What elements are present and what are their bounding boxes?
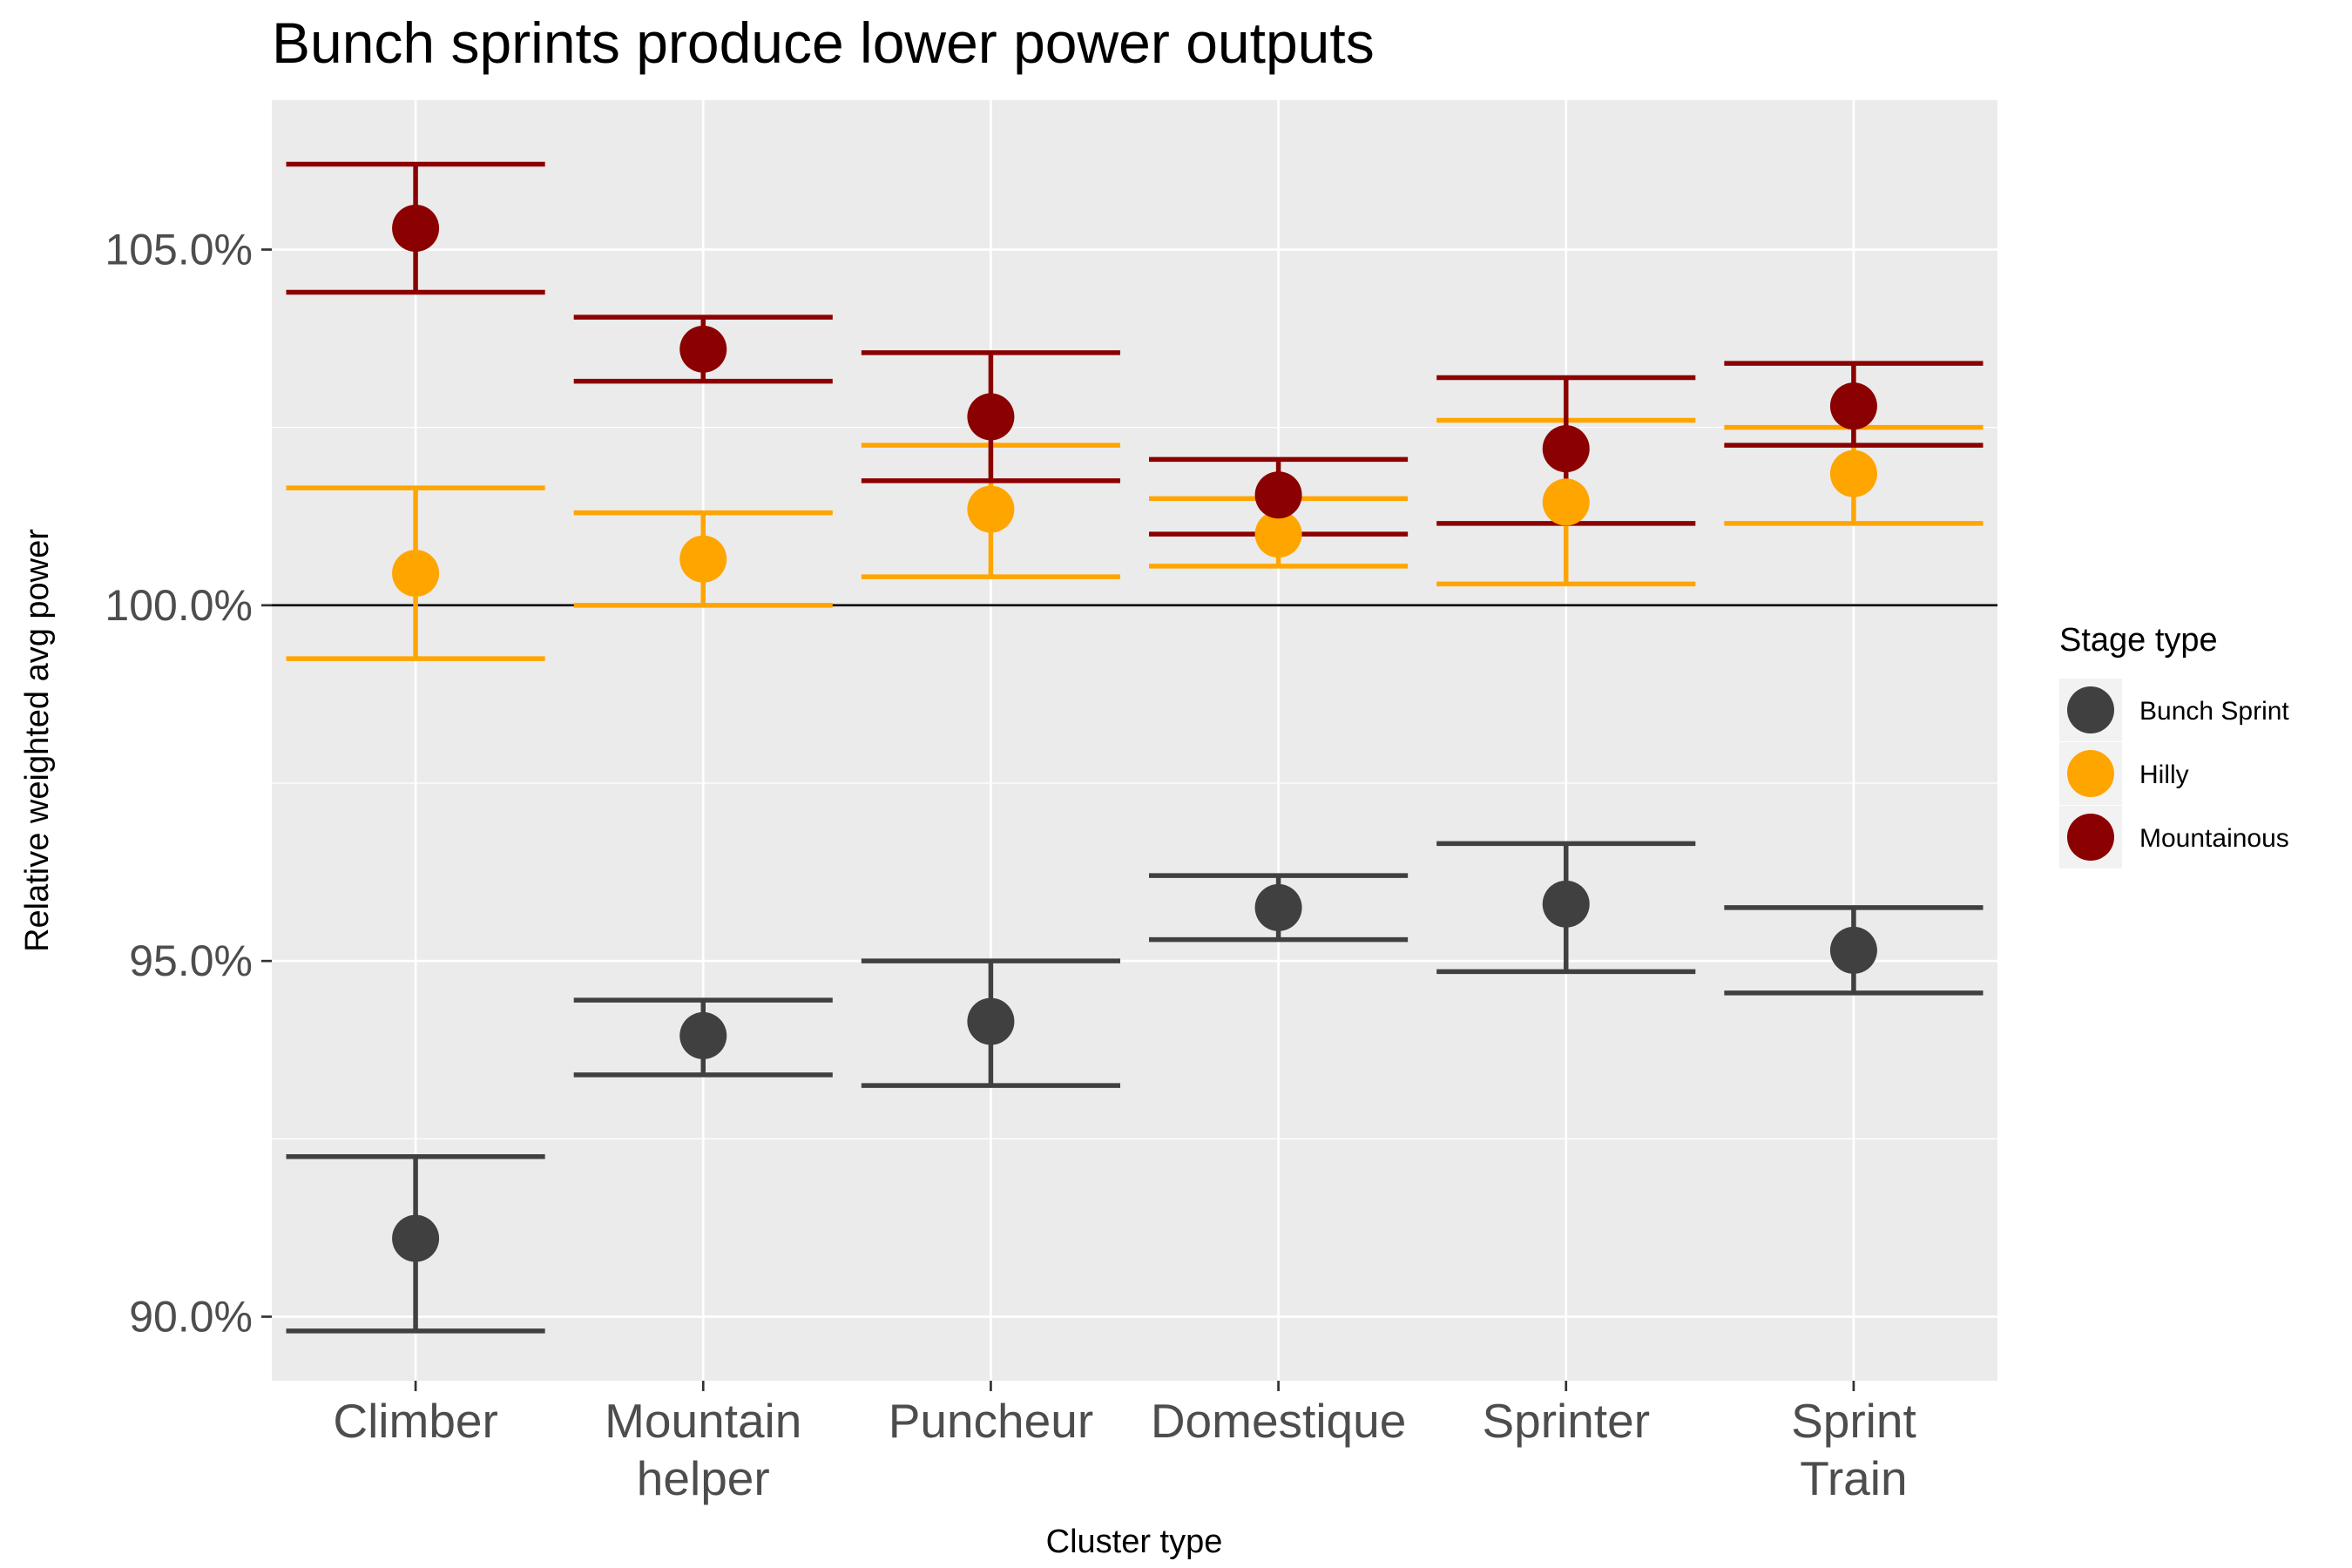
point-mountainous (1254, 471, 1302, 519)
point-hilly (679, 535, 727, 583)
legend-label-hilly: Hilly (2139, 760, 2189, 789)
point-hilly (1542, 478, 1590, 526)
x-tick-label-line: Climber (333, 1394, 497, 1448)
point-bunch-sprint (1542, 880, 1590, 928)
plot-panel (272, 100, 1997, 1381)
x-axis-ticks: Climber Mountain helper Puncheur Domestique S… (333, 1381, 1916, 1505)
point-hilly (392, 550, 440, 598)
y-tick-label: 105.0% (105, 226, 253, 274)
x-tick-label: Sprint Train (1791, 1394, 1916, 1505)
x-tick-label-line: Domestique (1151, 1394, 1406, 1448)
point-bunch-sprint (1829, 926, 1877, 974)
y-tick-label: 100.0% (105, 581, 253, 630)
x-tick-label-line: Train (1800, 1451, 1907, 1505)
grid-minor (272, 427, 1997, 1139)
y-tick-label: 90.0% (129, 1293, 253, 1342)
point-hilly (1254, 510, 1302, 558)
x-tick-label: Domestique (1151, 1394, 1406, 1448)
legend-label-bunch-sprint: Bunch Sprint (2139, 697, 2289, 726)
point-bunch-sprint (1254, 883, 1302, 931)
x-tick-label: Puncheur (889, 1394, 1093, 1448)
legend-key-hilly (2067, 750, 2114, 797)
point-bunch-sprint (392, 1214, 440, 1262)
point-mountainous (679, 325, 727, 373)
x-tick-label-line: Puncheur (889, 1394, 1093, 1448)
data-marks (286, 161, 1984, 1334)
point-hilly (1829, 449, 1877, 497)
x-tick-label-line: helper (637, 1451, 770, 1505)
x-tick-label-line: Sprinter (1482, 1394, 1650, 1448)
legend: Stage type Bunch Sprint Hilly Mountainous (2059, 622, 2289, 868)
x-axis-title: Cluster type (1046, 1524, 1223, 1560)
point-bunch-sprint (679, 1011, 727, 1059)
x-tick-label-line: Mountain (605, 1394, 801, 1448)
point-mountainous (967, 393, 1015, 441)
point-hilly (967, 485, 1015, 533)
point-bunch-sprint (967, 997, 1015, 1045)
y-axis-ticks: 90.0% 95.0% 100.0% 105.0% (105, 226, 272, 1342)
point-mountainous (1542, 425, 1590, 473)
legend-label-mountainous: Mountainous (2139, 824, 2289, 853)
legend-title: Stage type (2059, 622, 2218, 659)
chart-title: Bunch sprints produce lower power output… (272, 10, 1375, 75)
y-axis-title: Relative weighted avg power (19, 529, 56, 952)
y-tick-label: 95.0% (129, 936, 253, 985)
point-mountainous (392, 205, 440, 252)
x-tick-label: Mountain helper (605, 1394, 801, 1505)
x-tick-label: Sprinter (1482, 1394, 1650, 1448)
x-tick-label: Climber (333, 1394, 497, 1448)
legend-key-mountainous (2067, 814, 2114, 861)
point-mountainous (1829, 382, 1877, 430)
legend-key-bunch-sprint (2067, 686, 2114, 733)
legend-keys: Bunch Sprint Hilly Mountainous (2059, 679, 2289, 868)
x-tick-label-line: Sprint (1791, 1394, 1916, 1448)
